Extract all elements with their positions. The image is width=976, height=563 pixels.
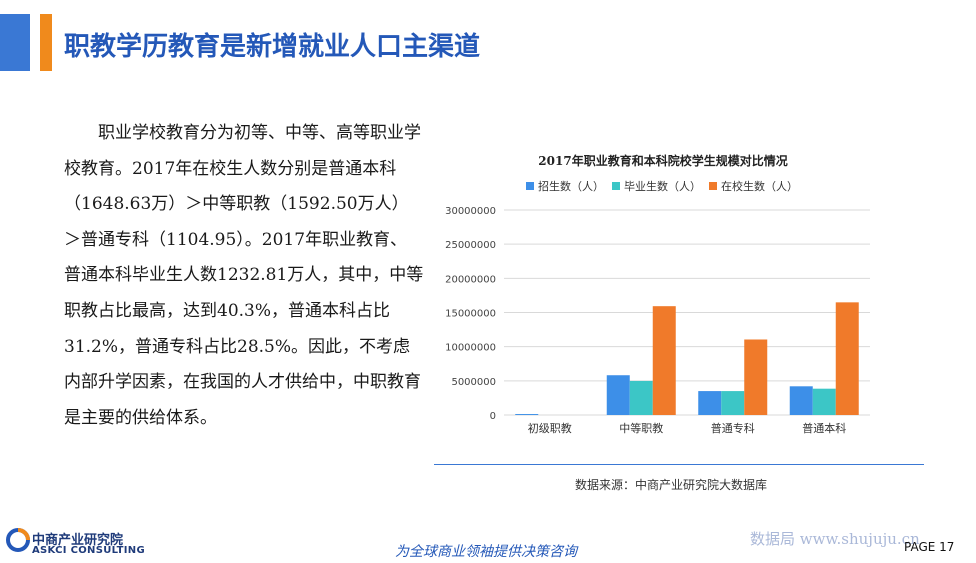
legend-swatch (709, 182, 717, 190)
bar (652, 306, 676, 415)
chart-title: 2017年职业教育和本科院校学生规模对比情况 (538, 153, 787, 168)
legend-swatch (526, 182, 534, 190)
logo-en: ASKCI CONSULTING (32, 545, 145, 556)
chart-y-axis: 0 5000000 10000000 15000000 20000000 25000000… (445, 206, 496, 422)
source-divider (434, 464, 924, 465)
chart-legend: 招生数（人） 毕业生数（人） 在校生数（人） (526, 179, 798, 193)
bar-chart: 2017年职业教育和本科院校学生规模对比情况 招生数（人） 毕业生数（人） 在校生数… (445, 153, 870, 435)
x-tick-label: 初级职教 (528, 421, 572, 435)
y-tick-label: 5000000 (451, 377, 496, 388)
body-paragraph: 职业学校教育分为初等、中等、高等职业学校教育。2017年在校生人数分别是普通本科… (64, 123, 424, 428)
bar (515, 414, 539, 415)
body-text: 职业学校教育分为初等、中等、高等职业学校教育。2017年在校生人数分别是普通本科… (64, 116, 424, 436)
x-tick-label: 普通专科 (711, 421, 755, 435)
page-number: PAGE 17 (904, 540, 955, 554)
chart-bars (515, 302, 859, 415)
page-title: 职教学历教育是新增就业人口主渠道 (64, 32, 481, 62)
accent-bar-blue (0, 14, 30, 71)
bar (721, 391, 745, 415)
y-tick-label: 10000000 (445, 343, 496, 354)
y-tick-label: 15000000 (445, 309, 496, 320)
y-tick-label: 30000000 (445, 206, 496, 217)
legend-label: 招生数（人） (538, 179, 604, 193)
y-tick-label: 25000000 (445, 240, 496, 251)
y-tick-label: 0 (490, 411, 496, 422)
legend-swatch (612, 182, 620, 190)
accent-bar-orange (40, 14, 52, 71)
source-note: 数据来源：中商产业研究院大数据库 (575, 478, 768, 492)
chart-grid (504, 209, 870, 416)
bar (812, 388, 836, 415)
chart-x-axis: 初级职教 中等职教 普通专科 普通本科 (528, 421, 847, 435)
bar (789, 386, 813, 415)
bar (698, 391, 722, 415)
bar (629, 380, 653, 415)
footer-slogan: 为全球商业领袖提供决策咨询 (395, 544, 577, 560)
bar (744, 339, 768, 415)
bar (606, 375, 630, 415)
y-tick-label: 20000000 (445, 274, 496, 285)
askci-logo-icon (6, 528, 30, 552)
legend-label: 在校生数（人） (721, 179, 798, 193)
bar (835, 302, 859, 415)
x-tick-label: 中等职教 (619, 421, 663, 435)
watermark: 数据局 www.shujuju.cn (750, 530, 920, 548)
logo-cn: 中商产业研究院 (32, 533, 124, 548)
legend-label: 毕业生数（人） (624, 179, 701, 193)
x-tick-label: 普通本科 (802, 421, 846, 435)
